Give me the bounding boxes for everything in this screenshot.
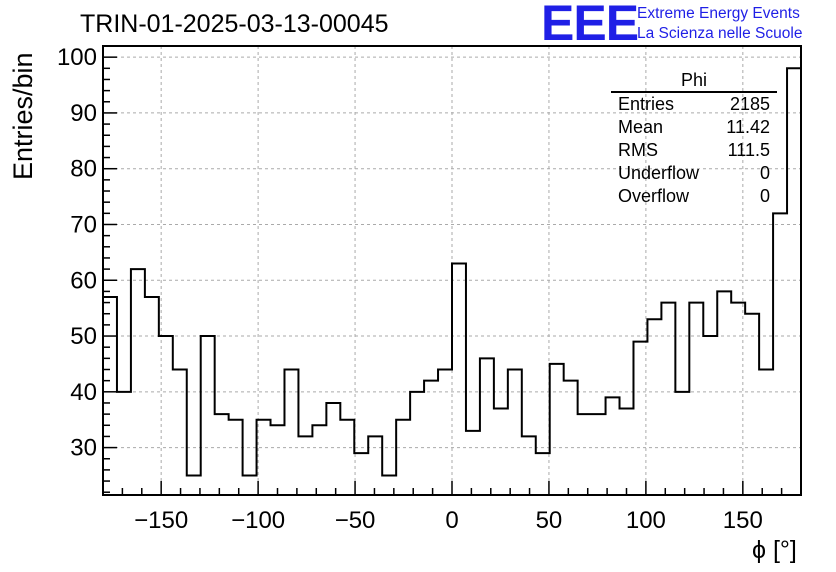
x-tick-label: −50 bbox=[335, 507, 376, 534]
stats-row-rms: RMS 111.5 bbox=[611, 139, 777, 162]
x-tick-label: 150 bbox=[723, 507, 763, 534]
y-tick-label: 100 bbox=[57, 44, 97, 71]
y-tick-label: 70 bbox=[70, 211, 97, 238]
x-axis-label: ϕ [°] bbox=[752, 536, 797, 564]
stats-label: Underflow bbox=[618, 163, 700, 183]
stats-label: Entries bbox=[618, 94, 675, 114]
y-tick-label: 50 bbox=[70, 323, 97, 350]
y-tick-label: 30 bbox=[70, 435, 97, 462]
stats-row-overflow: Overflow 0 bbox=[611, 185, 777, 208]
stats-value: 0 bbox=[759, 163, 770, 183]
stats-value: 11.42 bbox=[726, 117, 770, 137]
axis-ticks bbox=[103, 56, 783, 495]
y-tick-label: 90 bbox=[70, 100, 97, 127]
stats-label: Overflow bbox=[618, 186, 690, 206]
chart-title: TRIN-01-2025-03-13-00045 bbox=[80, 10, 389, 38]
histogram-step-line bbox=[103, 67, 801, 477]
y-tick-label: 60 bbox=[70, 267, 97, 294]
x-tick-label: −150 bbox=[134, 507, 188, 534]
logo-caption-line1: Extreme Energy Events bbox=[637, 5, 800, 22]
y-tick-label: 40 bbox=[70, 379, 97, 406]
eee-logo: EEE bbox=[541, 0, 639, 51]
stats-title: Phi bbox=[611, 70, 777, 93]
stats-row-entries: Entries 2185 bbox=[611, 93, 777, 116]
stats-label: Mean bbox=[618, 117, 664, 137]
stats-row-mean: Mean 11.42 bbox=[611, 116, 777, 139]
stats-row-underflow: Underflow 0 bbox=[611, 162, 777, 185]
stats-value: 111.5 bbox=[727, 140, 770, 160]
logo-caption-line2: La Scienza nelle Scuole bbox=[637, 25, 803, 42]
tick-labels: −150 −100 −50 0 50 100 150 30 40 50 60 70 80 90 100 bbox=[57, 44, 763, 534]
x-tick-label: 100 bbox=[626, 507, 666, 534]
x-tick-label: −100 bbox=[231, 507, 285, 534]
stats-box: Phi Entries 2185 Mean 11.42 RMS 111.5 Un… bbox=[611, 70, 777, 208]
y-tick-label: 80 bbox=[70, 156, 97, 183]
stats-value: 0 bbox=[759, 186, 770, 206]
y-axis-label: Entries/bin bbox=[8, 52, 38, 180]
logo-caption: Extreme Energy Events La Scienza nelle S… bbox=[637, 4, 802, 44]
stats-value: 2185 bbox=[729, 94, 770, 114]
stats-label: RMS bbox=[618, 140, 658, 160]
x-tick-label: 0 bbox=[445, 507, 458, 534]
x-tick-label: 50 bbox=[536, 507, 563, 534]
